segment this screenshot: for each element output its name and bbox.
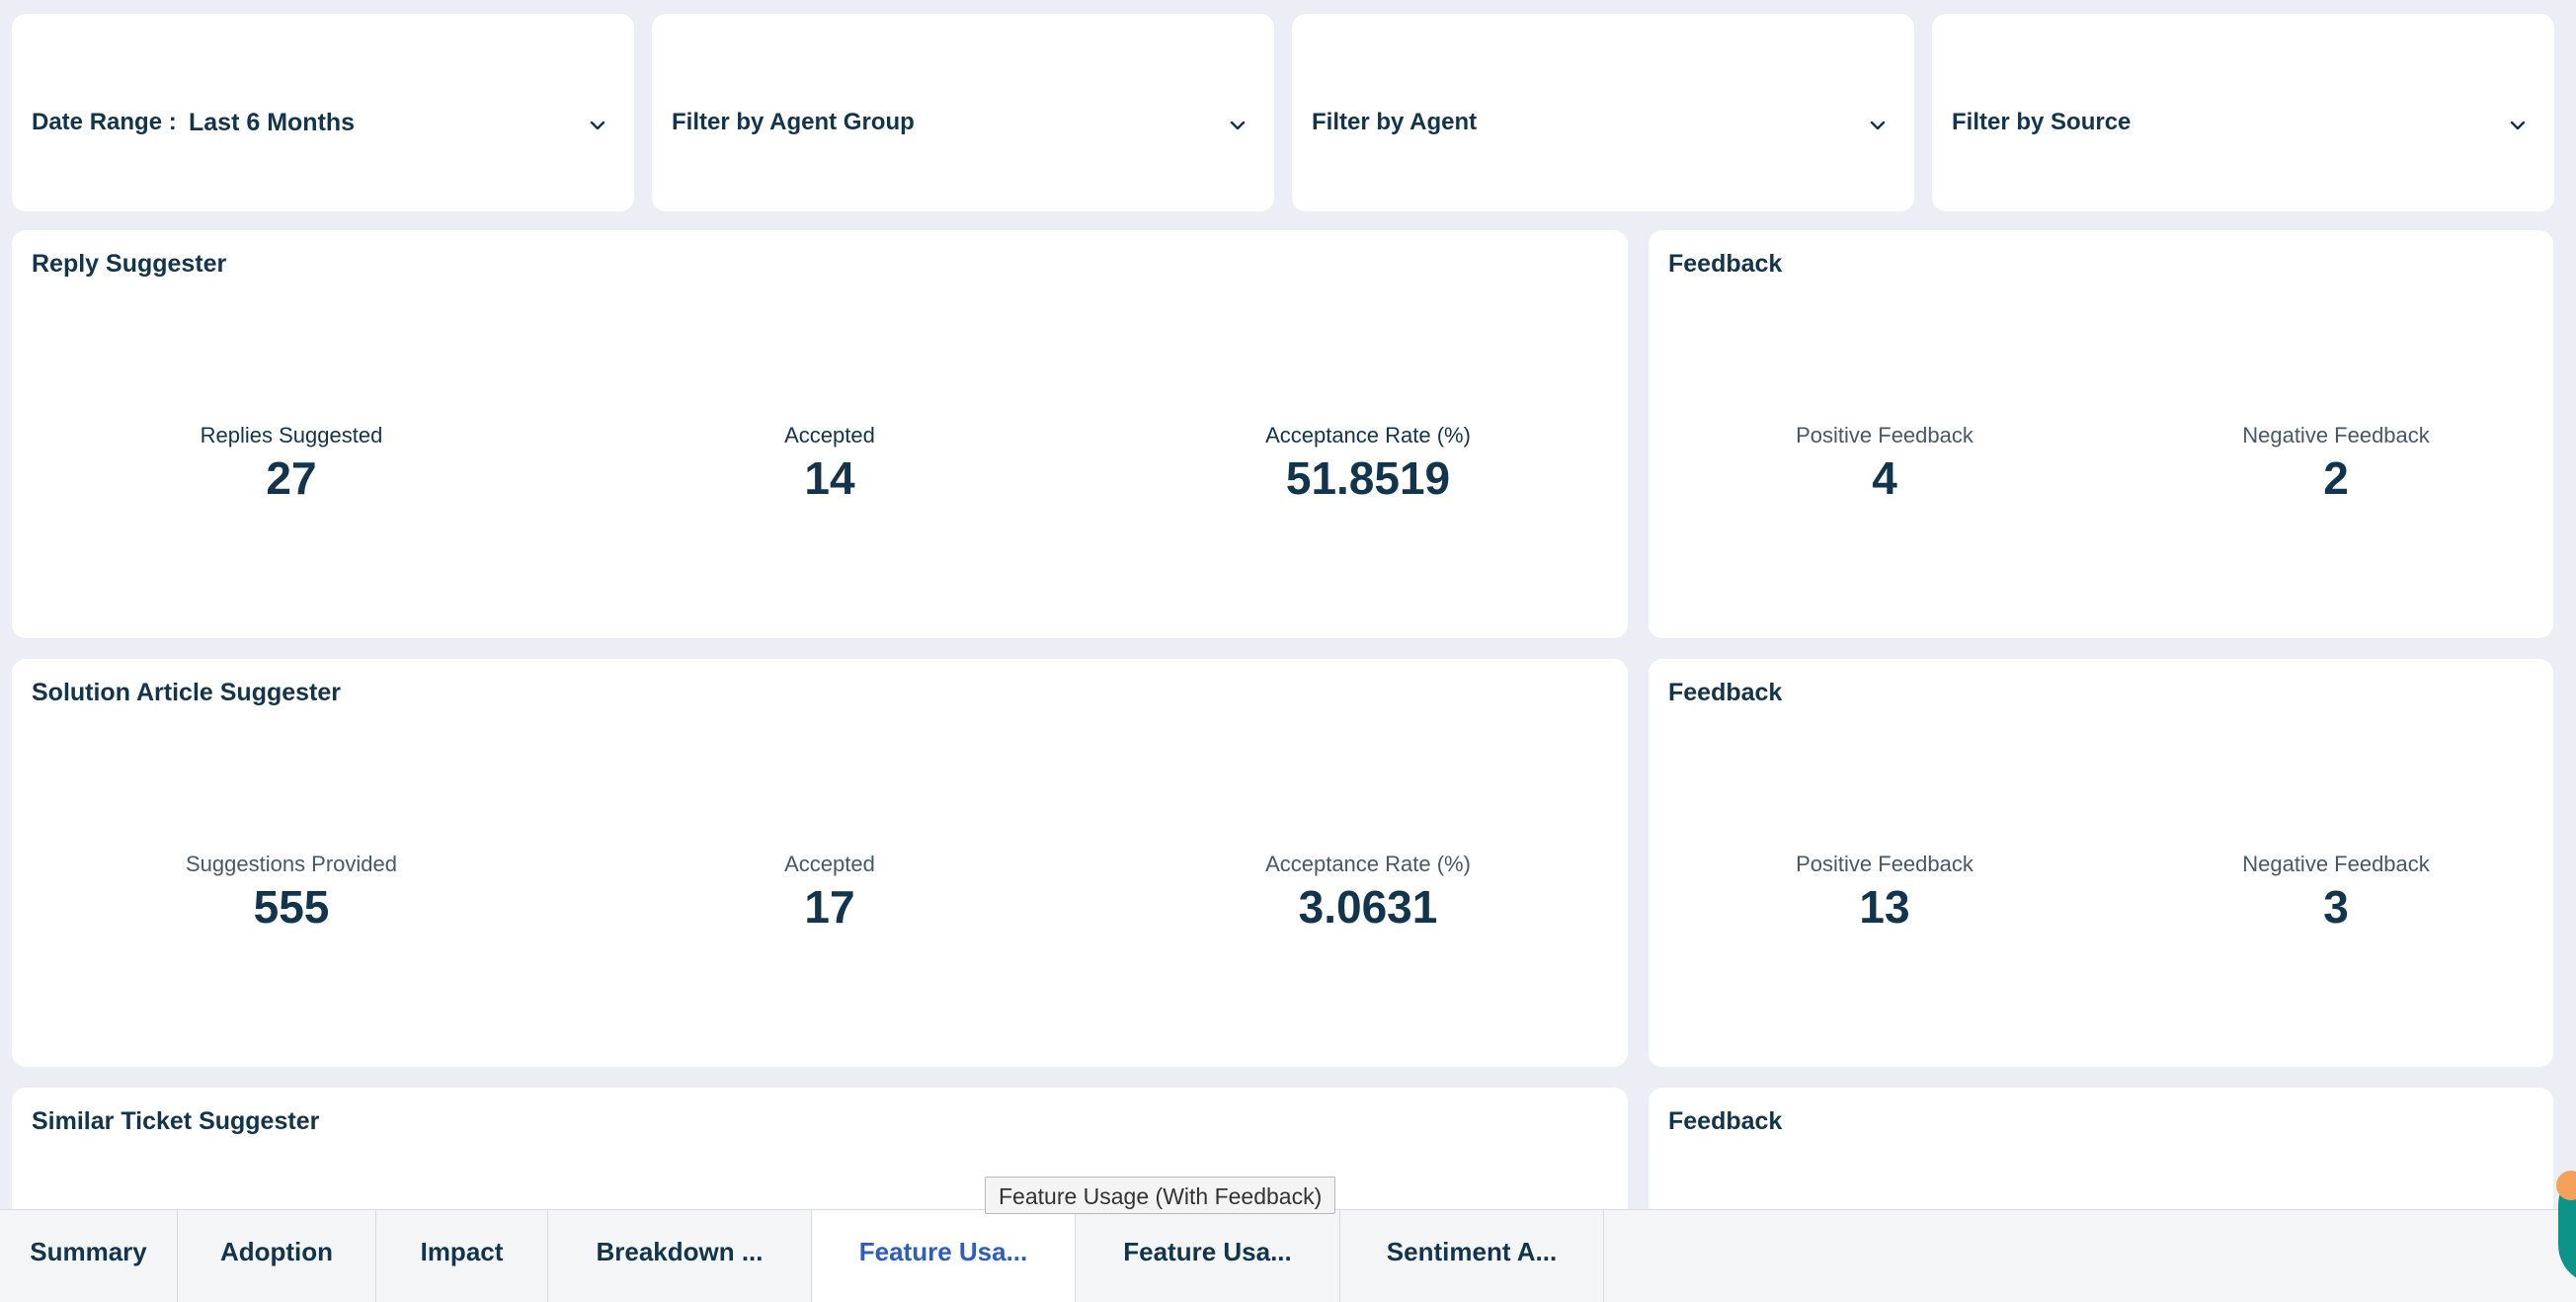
card-title: Reply Suggester [32, 250, 227, 278]
metric-value: 4 [1872, 452, 1897, 504]
tab-summary[interactable]: Summary [0, 1210, 178, 1302]
date-range-filter[interactable]: Date Range : Last 6 Months [12, 14, 634, 211]
tab-sentiment-analysis[interactable]: Sentiment A... [1340, 1210, 1604, 1302]
metric-value: 27 [266, 452, 317, 504]
tab-feature-usage-with-feedback[interactable]: Feature Usa... [812, 1210, 1076, 1302]
solution-article-suggester-card: Solution Article Suggester Suggestions P… [12, 659, 1628, 1067]
metric-label: Acceptance Rate (%) [1265, 852, 1471, 876]
metric-label: Accepted [784, 423, 875, 448]
acceptance-rate-metric: Acceptance Rate (%) 51.8519 [1141, 421, 1595, 506]
metric-value: 3.0631 [1298, 881, 1438, 933]
source-filter-label: Filter by Source [1952, 109, 2132, 135]
tab-label: Breakdown ... [596, 1237, 764, 1266]
accepted-metric: Accepted 14 [603, 421, 1057, 506]
card-title: Feedback [1668, 1107, 1783, 1135]
card-title: Similar Ticket Suggester [32, 1107, 320, 1135]
card-title: Solution Article Suggester [32, 679, 342, 706]
metric-value: 555 [253, 881, 330, 933]
metric-value: 13 [1859, 881, 1910, 933]
suggestions-provided-metric: Suggestions Provided 555 [64, 850, 519, 935]
metric-value: 14 [804, 452, 855, 504]
metric-label: Negative Feedback [2242, 852, 2430, 876]
chevron-down-icon[interactable] [1227, 115, 1248, 136]
agent-group-filter-label: Filter by Agent Group [672, 109, 915, 135]
replies-suggested-metric: Replies Suggested 27 [64, 421, 519, 506]
date-range-value: Last 6 Months [189, 109, 356, 136]
solution-feedback-card: Feedback Positive Feedback 13 Negative F… [1649, 659, 2553, 1067]
source-filter[interactable]: Filter by Source [1932, 14, 2554, 211]
accepted-metric: Accepted 17 [603, 850, 1057, 935]
tab-adoption[interactable]: Adoption [178, 1210, 376, 1302]
agent-group-filter[interactable]: Filter by Agent Group [652, 14, 1274, 211]
metric-value: 2 [2323, 452, 2349, 504]
positive-feedback-metric: Positive Feedback 13 [1657, 850, 2112, 935]
chevron-down-icon[interactable] [2507, 115, 2529, 136]
metric-label: Negative Feedback [2242, 423, 2430, 448]
tab-label: Summary [30, 1237, 147, 1266]
metric-value: 17 [804, 881, 855, 933]
metric-label: Positive Feedback [1796, 423, 1973, 448]
tab-breakdown[interactable]: Breakdown ... [548, 1210, 812, 1302]
tab-label: Feature Usa... [858, 1237, 1028, 1266]
negative-feedback-metric: Negative Feedback 2 [2109, 421, 2553, 506]
acceptance-rate-metric: Acceptance Rate (%) 3.0631 [1141, 850, 1595, 935]
positive-feedback-metric: Positive Feedback 4 [1657, 421, 2112, 506]
card-title: Feedback [1668, 679, 1783, 706]
chevron-down-icon[interactable] [1867, 115, 1889, 136]
chevron-down-icon[interactable] [587, 115, 608, 136]
date-range-label: Date Range : [32, 109, 177, 135]
tab-label: Adoption [219, 1237, 334, 1266]
metric-label: Replies Suggested [200, 423, 383, 448]
agent-filter-label: Filter by Agent [1312, 109, 1478, 135]
negative-feedback-metric: Negative Feedback 3 [2109, 850, 2553, 935]
metric-value: 51.8519 [1285, 452, 1451, 504]
notification-dot-icon [2556, 1171, 2576, 1200]
tab-feature-usage[interactable]: Feature Usa... [1076, 1210, 1340, 1302]
sheet-tab-bar: Summary Adoption Impact Breakdown ... Fe… [0, 1209, 2576, 1302]
reply-suggester-card: Reply Suggester Replies Suggested 27 Acc… [12, 230, 1628, 638]
metric-label: Acceptance Rate (%) [1265, 423, 1471, 448]
tab-label: Impact [420, 1237, 504, 1266]
metric-label: Suggestions Provided [185, 852, 398, 876]
metric-value: 3 [2323, 881, 2349, 933]
tab-impact[interactable]: Impact [376, 1210, 548, 1302]
tab-label: Feature Usa... [1123, 1237, 1292, 1266]
reply-feedback-card: Feedback Positive Feedback 4 Negative Fe… [1649, 230, 2553, 638]
metric-label: Positive Feedback [1796, 852, 1973, 876]
agent-filter[interactable]: Filter by Agent [1292, 14, 1914, 211]
card-title: Feedback [1668, 250, 1783, 278]
tab-tooltip: Feature Usage (With Feedback) [985, 1177, 1336, 1214]
metric-label: Accepted [784, 852, 875, 876]
tab-label: Sentiment A... [1386, 1237, 1558, 1266]
